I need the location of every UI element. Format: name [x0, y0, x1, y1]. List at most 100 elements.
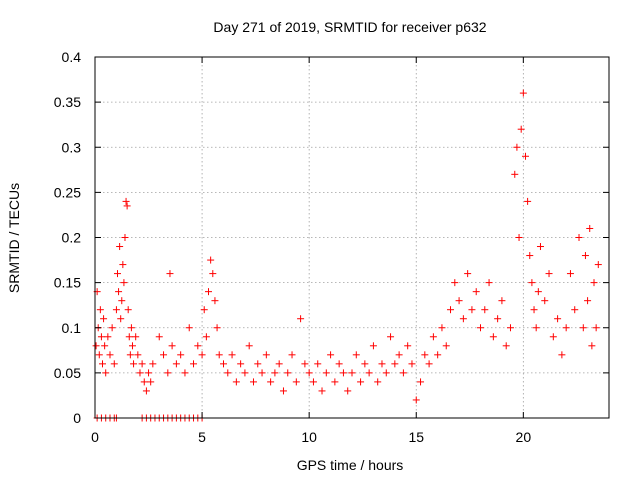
data-point: [128, 342, 136, 350]
data-point: [331, 378, 339, 386]
data-point: [168, 342, 176, 350]
data-point: [254, 360, 262, 368]
data-point: [519, 89, 527, 97]
data-point: [110, 360, 118, 368]
data-point: [241, 369, 249, 377]
data-point: [134, 351, 142, 359]
data-point: [592, 324, 600, 332]
data-point: [100, 315, 108, 323]
data-point: [145, 369, 153, 377]
data-point: [365, 369, 373, 377]
data-point: [562, 324, 570, 332]
data-point: [494, 315, 502, 323]
data-point: [164, 369, 172, 377]
data-point: [322, 369, 330, 377]
data-point: [292, 378, 300, 386]
data-point: [130, 360, 138, 368]
x-axis-label: GPS time / hours: [297, 457, 404, 473]
data-point: [142, 387, 150, 395]
grid-lines: [95, 57, 609, 418]
data-point: [404, 342, 412, 350]
data-point: [118, 297, 126, 305]
data-point: [271, 369, 279, 377]
data-point: [586, 224, 594, 232]
x-tick-label: 15: [408, 429, 424, 445]
y-tick-label: 0.2: [62, 230, 82, 246]
data-point: [442, 342, 450, 350]
x-tick-label: 5: [198, 429, 206, 445]
data-point: [575, 234, 583, 241]
data-point: [528, 279, 536, 287]
y-tick-label: 0.25: [54, 184, 81, 200]
data-point: [521, 152, 529, 160]
y-axis-label: SRMTID / TECUs: [6, 183, 22, 293]
y-tick-label: 0.1: [62, 320, 82, 336]
data-point: [344, 387, 352, 395]
data-point: [297, 315, 305, 323]
data-point: [532, 324, 540, 332]
data-point: [123, 202, 131, 210]
data-point: [455, 297, 463, 305]
data-point: [228, 351, 236, 359]
data-point: [116, 243, 124, 251]
data-point: [451, 279, 459, 287]
data-point: [275, 360, 283, 368]
data-point: [590, 279, 598, 287]
data-point: [412, 396, 420, 404]
data-point: [108, 324, 116, 332]
data-point: [115, 288, 123, 296]
data-point: [125, 333, 133, 341]
x-tick-labels: 0 5 10 15 20: [91, 429, 531, 445]
data-point: [92, 342, 100, 350]
data-point: [498, 297, 506, 305]
data-point: [209, 270, 217, 278]
data-point: [571, 306, 579, 314]
data-point: [177, 351, 185, 359]
data-point: [511, 170, 519, 178]
y-tick-label: 0.35: [54, 94, 81, 110]
data-point: [96, 306, 104, 314]
x-tick-label: 20: [516, 429, 532, 445]
data-point: [232, 378, 240, 386]
data-point: [200, 306, 208, 314]
data-point: [215, 351, 223, 359]
data-point: [434, 351, 442, 359]
data-point: [459, 315, 467, 323]
data-point: [339, 369, 347, 377]
data-point: [526, 252, 534, 260]
data-point: [374, 378, 382, 386]
data-point: [113, 270, 121, 278]
y-tick-label: 0.15: [54, 275, 81, 291]
data-point: [104, 333, 112, 341]
x-tick-label: 0: [91, 429, 99, 445]
data-point: [102, 369, 110, 377]
data-point: [429, 333, 437, 341]
data-point: [584, 297, 592, 305]
data-point: [288, 351, 296, 359]
data-point: [352, 351, 360, 359]
data-point: [566, 270, 574, 278]
data-point: [477, 324, 484, 332]
data-point: [369, 342, 377, 350]
data-point: [194, 342, 202, 350]
data-point: [245, 342, 253, 350]
data-point: [382, 369, 390, 377]
data-point: [132, 333, 140, 341]
data-point: [594, 261, 602, 269]
data-point: [554, 315, 562, 323]
data-point: [98, 360, 106, 368]
data-point: [588, 342, 596, 350]
data-point: [101, 342, 109, 350]
data-point: [387, 333, 395, 341]
data-point: [112, 306, 120, 314]
data-point: [205, 288, 213, 296]
data-point: [95, 351, 103, 359]
data-point: [284, 369, 292, 377]
data-point: [485, 279, 493, 287]
data-point: [348, 369, 356, 377]
data-point: [391, 360, 399, 368]
data-point: [357, 378, 365, 386]
data-point: [314, 360, 322, 368]
data-point: [309, 378, 317, 386]
data-point: [202, 333, 210, 341]
